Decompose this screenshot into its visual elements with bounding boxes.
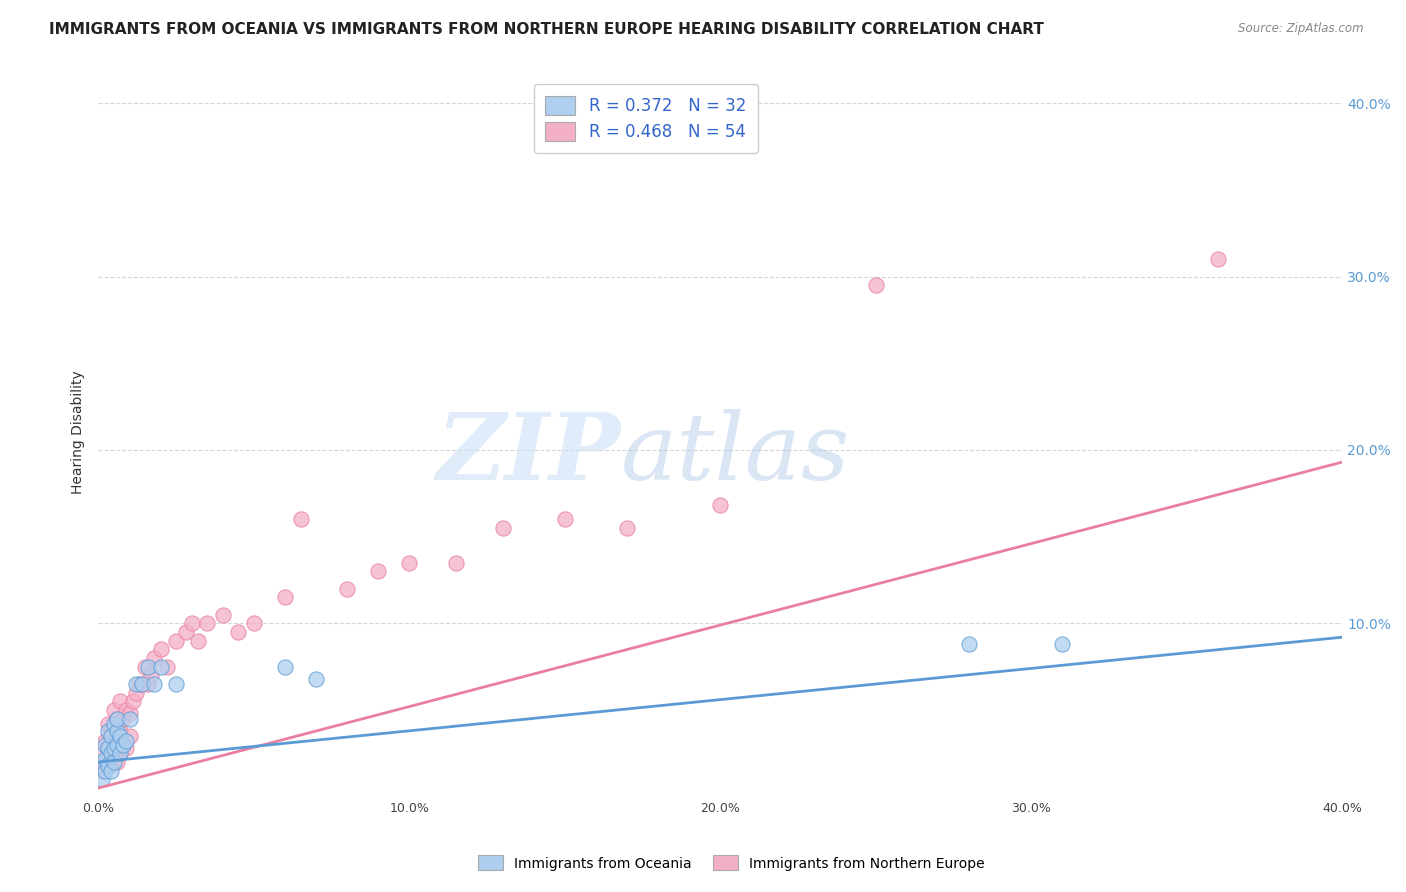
Point xyxy=(93,734,115,748)
Point xyxy=(90,755,112,769)
Point xyxy=(103,729,125,743)
Point xyxy=(103,741,125,756)
Point xyxy=(118,706,141,721)
Point xyxy=(115,734,138,748)
Point xyxy=(97,723,120,738)
Point xyxy=(398,556,420,570)
Text: ZIP: ZIP xyxy=(437,409,621,500)
Point xyxy=(90,764,112,778)
Legend: R = 0.372   N = 32, R = 0.468   N = 54: R = 0.372 N = 32, R = 0.468 N = 54 xyxy=(534,84,758,153)
Point xyxy=(121,694,143,708)
Point xyxy=(131,677,153,691)
Point xyxy=(274,591,297,605)
Y-axis label: Hearing Disability: Hearing Disability xyxy=(72,371,86,494)
Point xyxy=(243,616,266,631)
Point xyxy=(105,755,128,769)
Legend: Immigrants from Oceania, Immigrants from Northern Europe: Immigrants from Oceania, Immigrants from… xyxy=(472,850,990,876)
Point xyxy=(93,738,115,752)
Point xyxy=(105,738,128,752)
Point xyxy=(112,738,135,752)
Point xyxy=(165,677,187,691)
Point xyxy=(141,668,163,682)
Text: atlas: atlas xyxy=(621,409,851,500)
Point xyxy=(118,712,141,726)
Point xyxy=(125,677,148,691)
Point xyxy=(143,677,166,691)
Point xyxy=(336,582,359,596)
Point xyxy=(156,659,179,673)
Point xyxy=(100,747,122,761)
Point xyxy=(165,633,187,648)
Point xyxy=(105,738,128,752)
Point xyxy=(305,672,328,686)
Point xyxy=(90,747,112,761)
Point xyxy=(115,703,138,717)
Point xyxy=(444,556,467,570)
Point xyxy=(97,717,120,731)
Point xyxy=(118,729,141,743)
Text: IMMIGRANTS FROM OCEANIA VS IMMIGRANTS FROM NORTHERN EUROPE HEARING DISABILITY CO: IMMIGRANTS FROM OCEANIA VS IMMIGRANTS FR… xyxy=(49,22,1045,37)
Point xyxy=(274,659,297,673)
Point xyxy=(93,764,115,778)
Point xyxy=(211,607,233,622)
Point xyxy=(709,499,731,513)
Point xyxy=(228,625,250,640)
Point xyxy=(97,741,120,756)
Point xyxy=(134,659,156,673)
Point xyxy=(115,741,138,756)
Point xyxy=(174,625,197,640)
Point xyxy=(93,758,115,772)
Point xyxy=(103,747,125,761)
Point xyxy=(1052,637,1074,651)
Point xyxy=(128,677,150,691)
Point xyxy=(108,729,131,743)
Point xyxy=(90,772,112,787)
Point xyxy=(616,521,638,535)
Point xyxy=(554,512,576,526)
Point xyxy=(1206,252,1229,267)
Point xyxy=(97,758,120,772)
Point xyxy=(93,751,115,765)
Point xyxy=(143,651,166,665)
Point xyxy=(865,278,887,293)
Point xyxy=(290,512,312,526)
Point xyxy=(108,723,131,738)
Point xyxy=(112,712,135,726)
Point xyxy=(195,616,218,631)
Point xyxy=(97,751,120,765)
Point xyxy=(105,723,128,738)
Point xyxy=(136,659,159,673)
Point xyxy=(149,642,172,657)
Point xyxy=(112,738,135,752)
Point xyxy=(136,677,159,691)
Point xyxy=(180,616,202,631)
Point xyxy=(108,747,131,761)
Point xyxy=(125,686,148,700)
Point xyxy=(187,633,209,648)
Point xyxy=(149,659,172,673)
Point xyxy=(100,764,122,778)
Point xyxy=(103,755,125,769)
Point xyxy=(108,694,131,708)
Point xyxy=(105,712,128,726)
Point xyxy=(100,729,122,743)
Point xyxy=(957,637,980,651)
Point xyxy=(492,521,515,535)
Point xyxy=(97,738,120,752)
Point xyxy=(103,703,125,717)
Point xyxy=(100,723,122,738)
Point xyxy=(131,677,153,691)
Text: Source: ZipAtlas.com: Source: ZipAtlas.com xyxy=(1239,22,1364,36)
Point xyxy=(108,747,131,761)
Point xyxy=(100,758,122,772)
Point xyxy=(103,717,125,731)
Point xyxy=(367,564,389,578)
Point xyxy=(105,712,128,726)
